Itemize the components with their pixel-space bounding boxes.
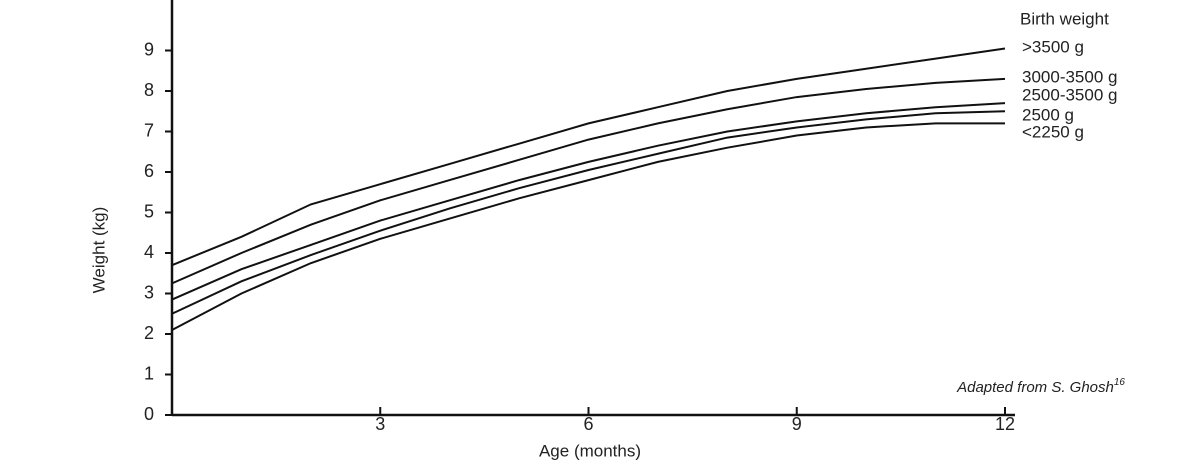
series-line xyxy=(171,102,1006,301)
x-tick-label: 9 xyxy=(792,414,802,434)
series-line xyxy=(171,47,1006,267)
y-tick-label: 2 xyxy=(144,323,154,343)
legend-label: 2500-3500 g xyxy=(1022,85,1117,104)
annotation-text: Adapted from S. Ghosh xyxy=(956,379,1114,396)
y-tick-label: 8 xyxy=(144,80,154,100)
y-tick-label: 9 xyxy=(144,39,154,59)
y-tick-label: 1 xyxy=(144,363,154,383)
x-axis-label: Age (months) xyxy=(539,441,641,460)
legend-label: <2250 g xyxy=(1022,122,1084,141)
y-tick-label: 7 xyxy=(144,120,154,140)
legend-label: 3000-3500 g xyxy=(1022,67,1117,86)
y-tick-label: 3 xyxy=(144,282,154,302)
y-tick-label: 0 xyxy=(144,404,154,424)
y-axis-label: Weight (kg) xyxy=(89,207,108,294)
series-line xyxy=(171,110,1006,315)
y-tick-label: 6 xyxy=(144,161,154,181)
legend-label: >3500 g xyxy=(1022,37,1084,56)
annotation-ref: 16 xyxy=(1114,377,1126,388)
x-tick-label: 6 xyxy=(583,414,593,434)
y-tick-label: 4 xyxy=(144,242,154,262)
legend-label: 2500 g xyxy=(1022,105,1074,124)
series-line xyxy=(171,77,1006,285)
x-tick-label: 12 xyxy=(995,414,1015,434)
legend-title: Birth weight xyxy=(1020,9,1109,28)
annotation: Adapted from S. Ghosh16 xyxy=(956,377,1125,396)
y-tick-label: 5 xyxy=(144,201,154,221)
series-line xyxy=(171,122,1005,331)
x-tick-label: 3 xyxy=(375,414,385,434)
